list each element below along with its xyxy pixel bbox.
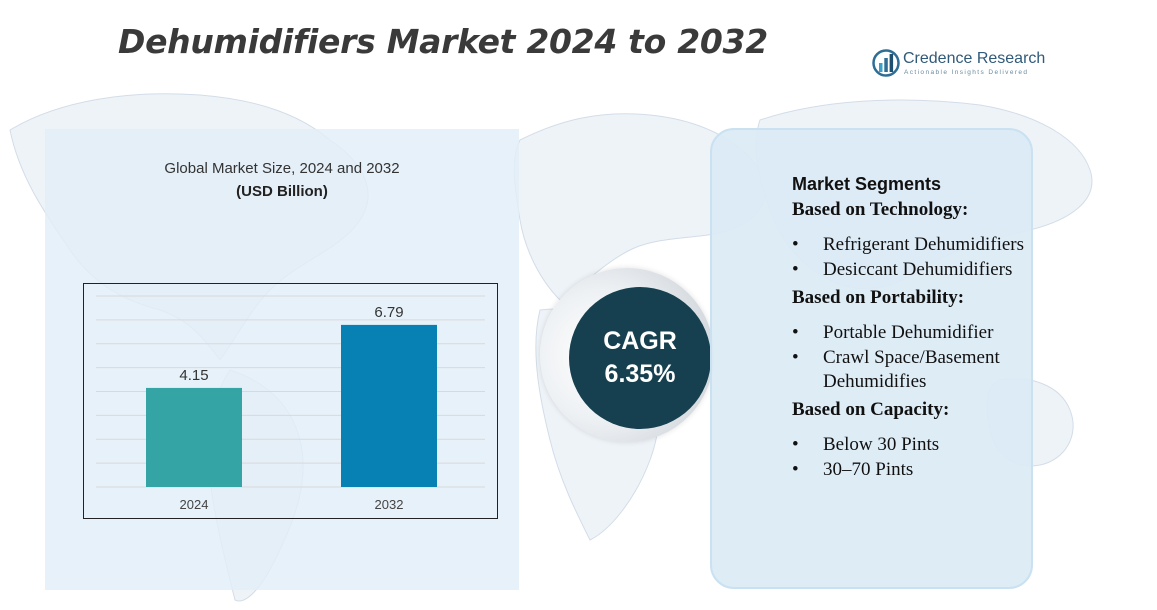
segment-group-portability: Based on Portability: • Portable Dehumidi…	[792, 286, 1032, 394]
cagr-value: 6.35%	[604, 360, 676, 388]
logo-tagline: Actionable Insights Delivered	[904, 69, 1029, 76]
segment-group-technology: Based on Technology: • Refrigerant Dehumi…	[792, 198, 1032, 282]
segment-heading: Based on Capacity:	[792, 399, 950, 420]
data-label: 6.79	[374, 304, 403, 321]
bullet-icon: •	[792, 259, 799, 280]
market-segments-panel	[710, 128, 1033, 589]
bullet-icon: •	[792, 347, 799, 368]
bar-chart: 4.15 2024 6.79 2032	[83, 283, 498, 519]
bullet-icon: •	[792, 322, 799, 343]
page-title: Dehumidifiers Market 2024 to 2032	[118, 22, 768, 61]
chart-panel: Global Market Size, 2024 and 2032 (USD B…	[45, 129, 519, 590]
chart-title: Global Market Size, 2024 and 2032	[164, 160, 400, 177]
x-tick-label: 2032	[375, 497, 404, 512]
x-tick-label: 2024	[180, 497, 209, 512]
segment-item: • Refrigerant Dehumidifiers	[792, 234, 1025, 255]
data-label: 4.15	[179, 367, 208, 384]
segment-item: • 30–70 Pints	[792, 459, 914, 480]
bar-2024	[146, 387, 242, 487]
chart-unit: (USD Billion)	[236, 183, 328, 200]
segment-heading: Based on Portability:	[792, 287, 965, 308]
segment-item: • Portable Dehumidifier	[792, 322, 994, 343]
segment-item: • Below 30 Pints	[792, 434, 940, 455]
segments-list: Based on Technology: • Refrigerant Dehumi…	[792, 198, 1032, 486]
bullet-icon: •	[792, 434, 799, 455]
segment-item: • Desiccant Dehumidifiers	[792, 259, 1013, 280]
bullet-icon: •	[792, 459, 799, 480]
bar-chart-logo-icon	[872, 49, 900, 77]
segments-title: Market Segments	[792, 174, 942, 194]
bar-2032	[341, 324, 437, 487]
credence-research-logo: Credence Research Actionable Insights De…	[872, 48, 1062, 82]
logo-name: Credence Research	[903, 50, 1046, 67]
cagr-badge: CAGR 6.35%	[569, 287, 711, 429]
segment-heading: Based on Technology:	[792, 199, 969, 220]
segment-group-capacity: Based on Capacity: • Below 30 Pints • 30–7…	[792, 398, 1032, 482]
segment-item: • Crawl Space/Basement Dehumidifies	[792, 347, 1000, 392]
bar-chart-svg: 4.15 2024 6.79 2032	[96, 295, 485, 512]
bullet-icon: •	[792, 234, 799, 255]
cagr-label: CAGR	[603, 327, 677, 355]
